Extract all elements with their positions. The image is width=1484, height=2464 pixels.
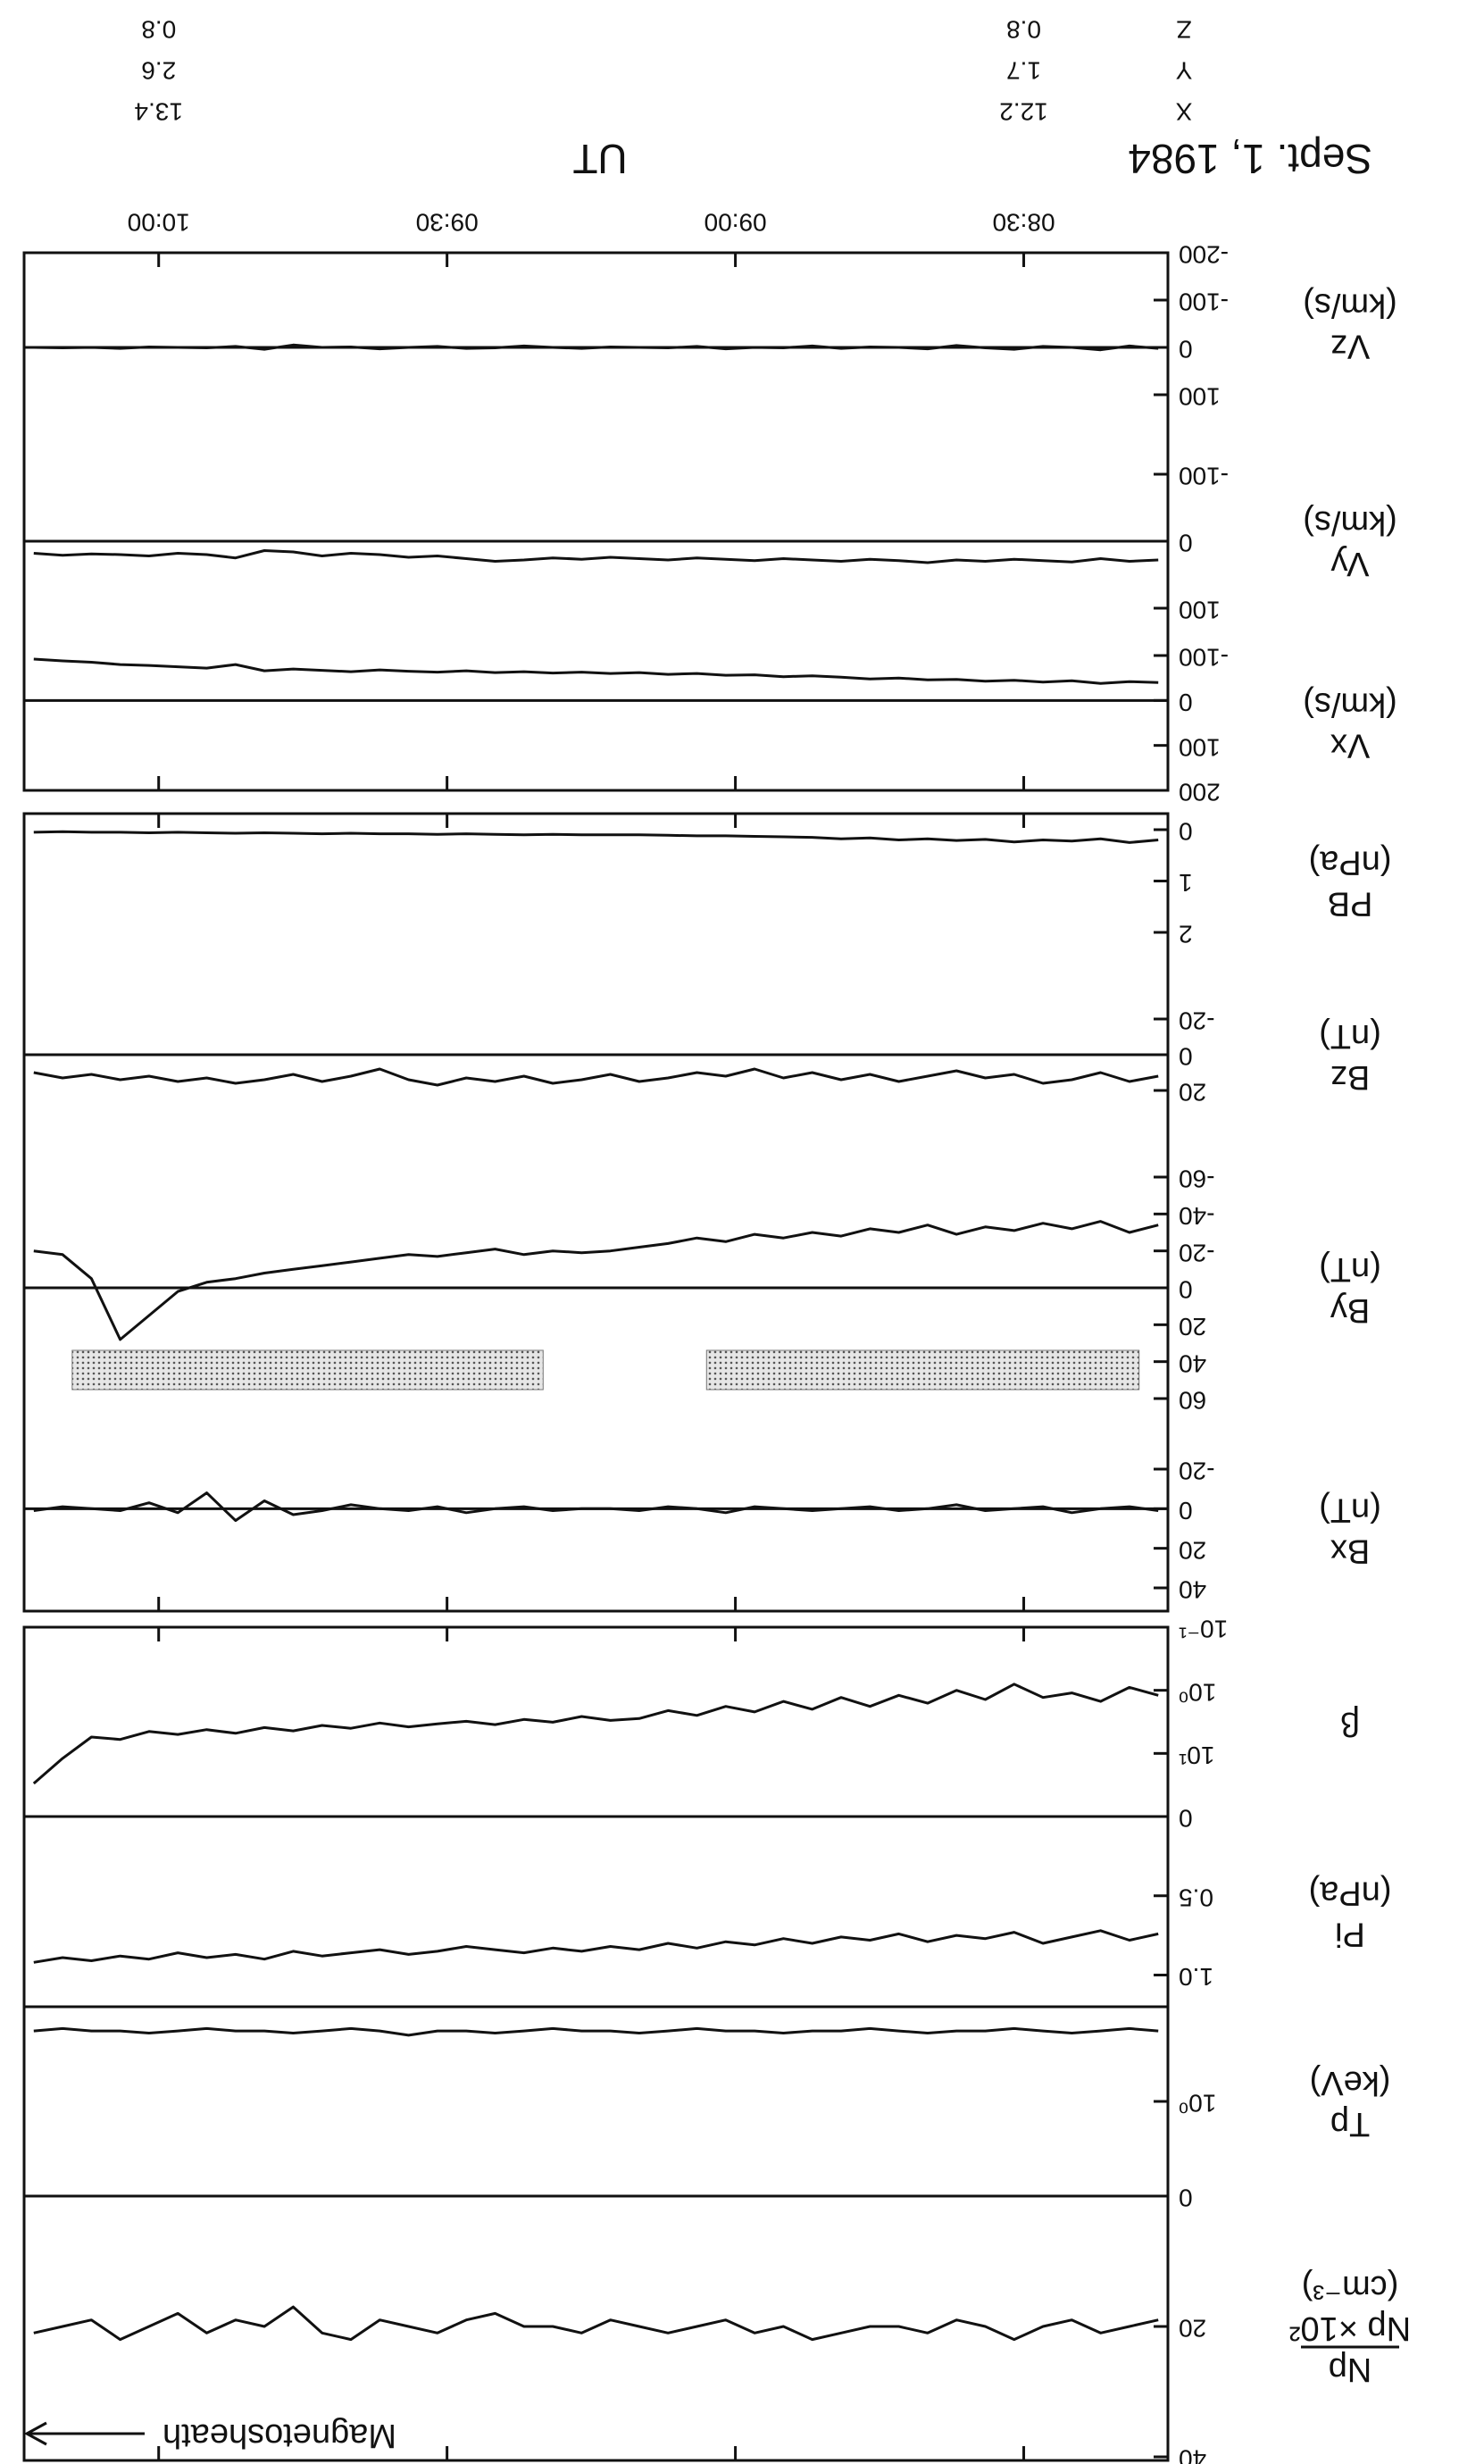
x-tick-label: 09:00 [704,209,767,237]
data-line [33,657,1159,685]
x-tick-label: 10:00 [128,209,190,237]
y-tick-label: -200 [1179,241,1229,269]
position-name: X [1175,98,1192,126]
y-tick-label: -20 [1179,1239,1214,1266]
y-tick-label: -100 [1179,463,1229,490]
y-tick-label: 10⁻¹ [1179,1616,1228,1643]
position-value: 0.8 [1006,16,1041,44]
y-axis-label: Bz [1330,1058,1370,1096]
y-axis-label: (nT) [1319,1491,1381,1528]
y-axis-label: (km/s) [1303,286,1397,323]
y-tick-label: 100 [1179,597,1221,624]
position-name: Y [1175,57,1192,85]
y-tick-label: 0 [1179,1043,1193,1071]
y-axis-label: Np [1329,2351,1372,2388]
data-line [33,2305,1159,2342]
y-tick-label: -60 [1179,1165,1214,1193]
data-line [33,2026,1159,2037]
y-tick-label: -100 [1179,644,1229,672]
y-tick-label: 0 [1179,1805,1193,1833]
y-tick-label: 0 [1179,530,1193,557]
position-value: 0.8 [141,16,176,44]
x-tick-label: 08:30 [992,209,1055,237]
y-axis-label: (km/s) [1303,504,1397,541]
y-axis-label: (cm⁻³) [1302,2268,1399,2306]
y-axis-label: (km/s) [1303,685,1397,722]
x-tick-label: 09:30 [416,209,479,237]
y-tick-label: 0 [1179,1276,1193,1304]
y-tick-label: 10⁰ [1179,1678,1216,1706]
y-axis-label: By [1330,1291,1370,1329]
y-axis-label: Tp [1330,2105,1370,2142]
y-axis-label: Vz [1330,327,1370,364]
y-tick-label: 10⁰ [1179,2090,1216,2117]
y-tick-label: 0 [1179,818,1193,846]
y-axis-label: Np ×10² [1289,2309,1411,2347]
panel-frame [22,812,1170,1613]
y-tick-label: 0 [1179,336,1193,363]
y-axis-label: (nT) [1319,1250,1381,1288]
data-line [33,1067,1159,1087]
y-axis-label: Vx [1330,726,1370,764]
background [4,4,1480,2460]
x-axis-label: UT [572,136,627,182]
annotation: Magnetosheath [163,2417,396,2454]
y-axis-label: (nPa) [1309,1874,1392,1911]
y-tick-label: 200 [1179,779,1221,806]
data-line [33,1491,1159,1523]
y-axis-label: Bx [1330,1532,1370,1569]
y-tick-label: 1 [1179,869,1193,897]
panel-frame [22,1625,1170,2462]
data-line [33,343,1159,352]
arrow-head [23,2421,47,2446]
data-line [33,1929,1159,1964]
y-axis-label: Pi [1335,1915,1365,1952]
y-axis-label: (nT) [1319,1017,1381,1055]
date: Sept. 1, 1984 [1128,136,1372,182]
y-tick-label: 40 [1179,1576,1206,1604]
y-tick-label: 20 [1179,2315,1206,2343]
y-tick-label: -100 [1179,288,1229,316]
y-tick-label: 1.0 [1179,1963,1213,1991]
y-tick-label: 40 [1179,1349,1206,1377]
panel-frame [22,251,1170,792]
y-tick-label: 20 [1179,1313,1206,1341]
y-tick-label: 100 [1179,383,1221,411]
position-name: Z [1176,16,1191,44]
y-axis-label: β [1340,1705,1360,1742]
y-axis-label: (nPa) [1309,843,1392,881]
y-tick-label: -40 [1179,1202,1214,1230]
y-tick-label: -20 [1179,1458,1214,1485]
y-axis-label: PB [1328,884,1373,922]
y-axis-label: (keV) [1310,2064,1391,2101]
position-value: 13.4 [134,98,183,126]
data-line [33,549,1159,564]
position-value: 2.6 [141,57,176,85]
y-tick-label: 0 [1179,2184,1193,2212]
y-tick-label: 2 [1179,921,1193,948]
y-tick-label: 0 [1179,1497,1193,1524]
position-value: 12.2 [999,98,1048,126]
y-tick-label: 60 [1179,1387,1206,1415]
shaded-interval [71,1349,544,1391]
y-tick-label: 20 [1179,1079,1206,1107]
data-line [33,1220,1159,1341]
y-tick-label: 0 [1179,689,1193,716]
shaded-interval [705,1349,1140,1391]
data-line [33,830,1159,844]
data-line [32,1683,1159,1785]
y-axis-label: Vy [1331,545,1370,582]
y-tick-label: 10¹ [1179,1742,1214,1769]
y-tick-label: 0.5 [1179,1883,1213,1911]
y-tick-label: 40 [1179,2445,1206,2464]
position-value: 1.7 [1006,57,1041,85]
y-tick-label: 20 [1179,1536,1206,1564]
y-tick-label: 100 [1179,733,1221,761]
y-tick-label: -20 [1179,1007,1214,1035]
